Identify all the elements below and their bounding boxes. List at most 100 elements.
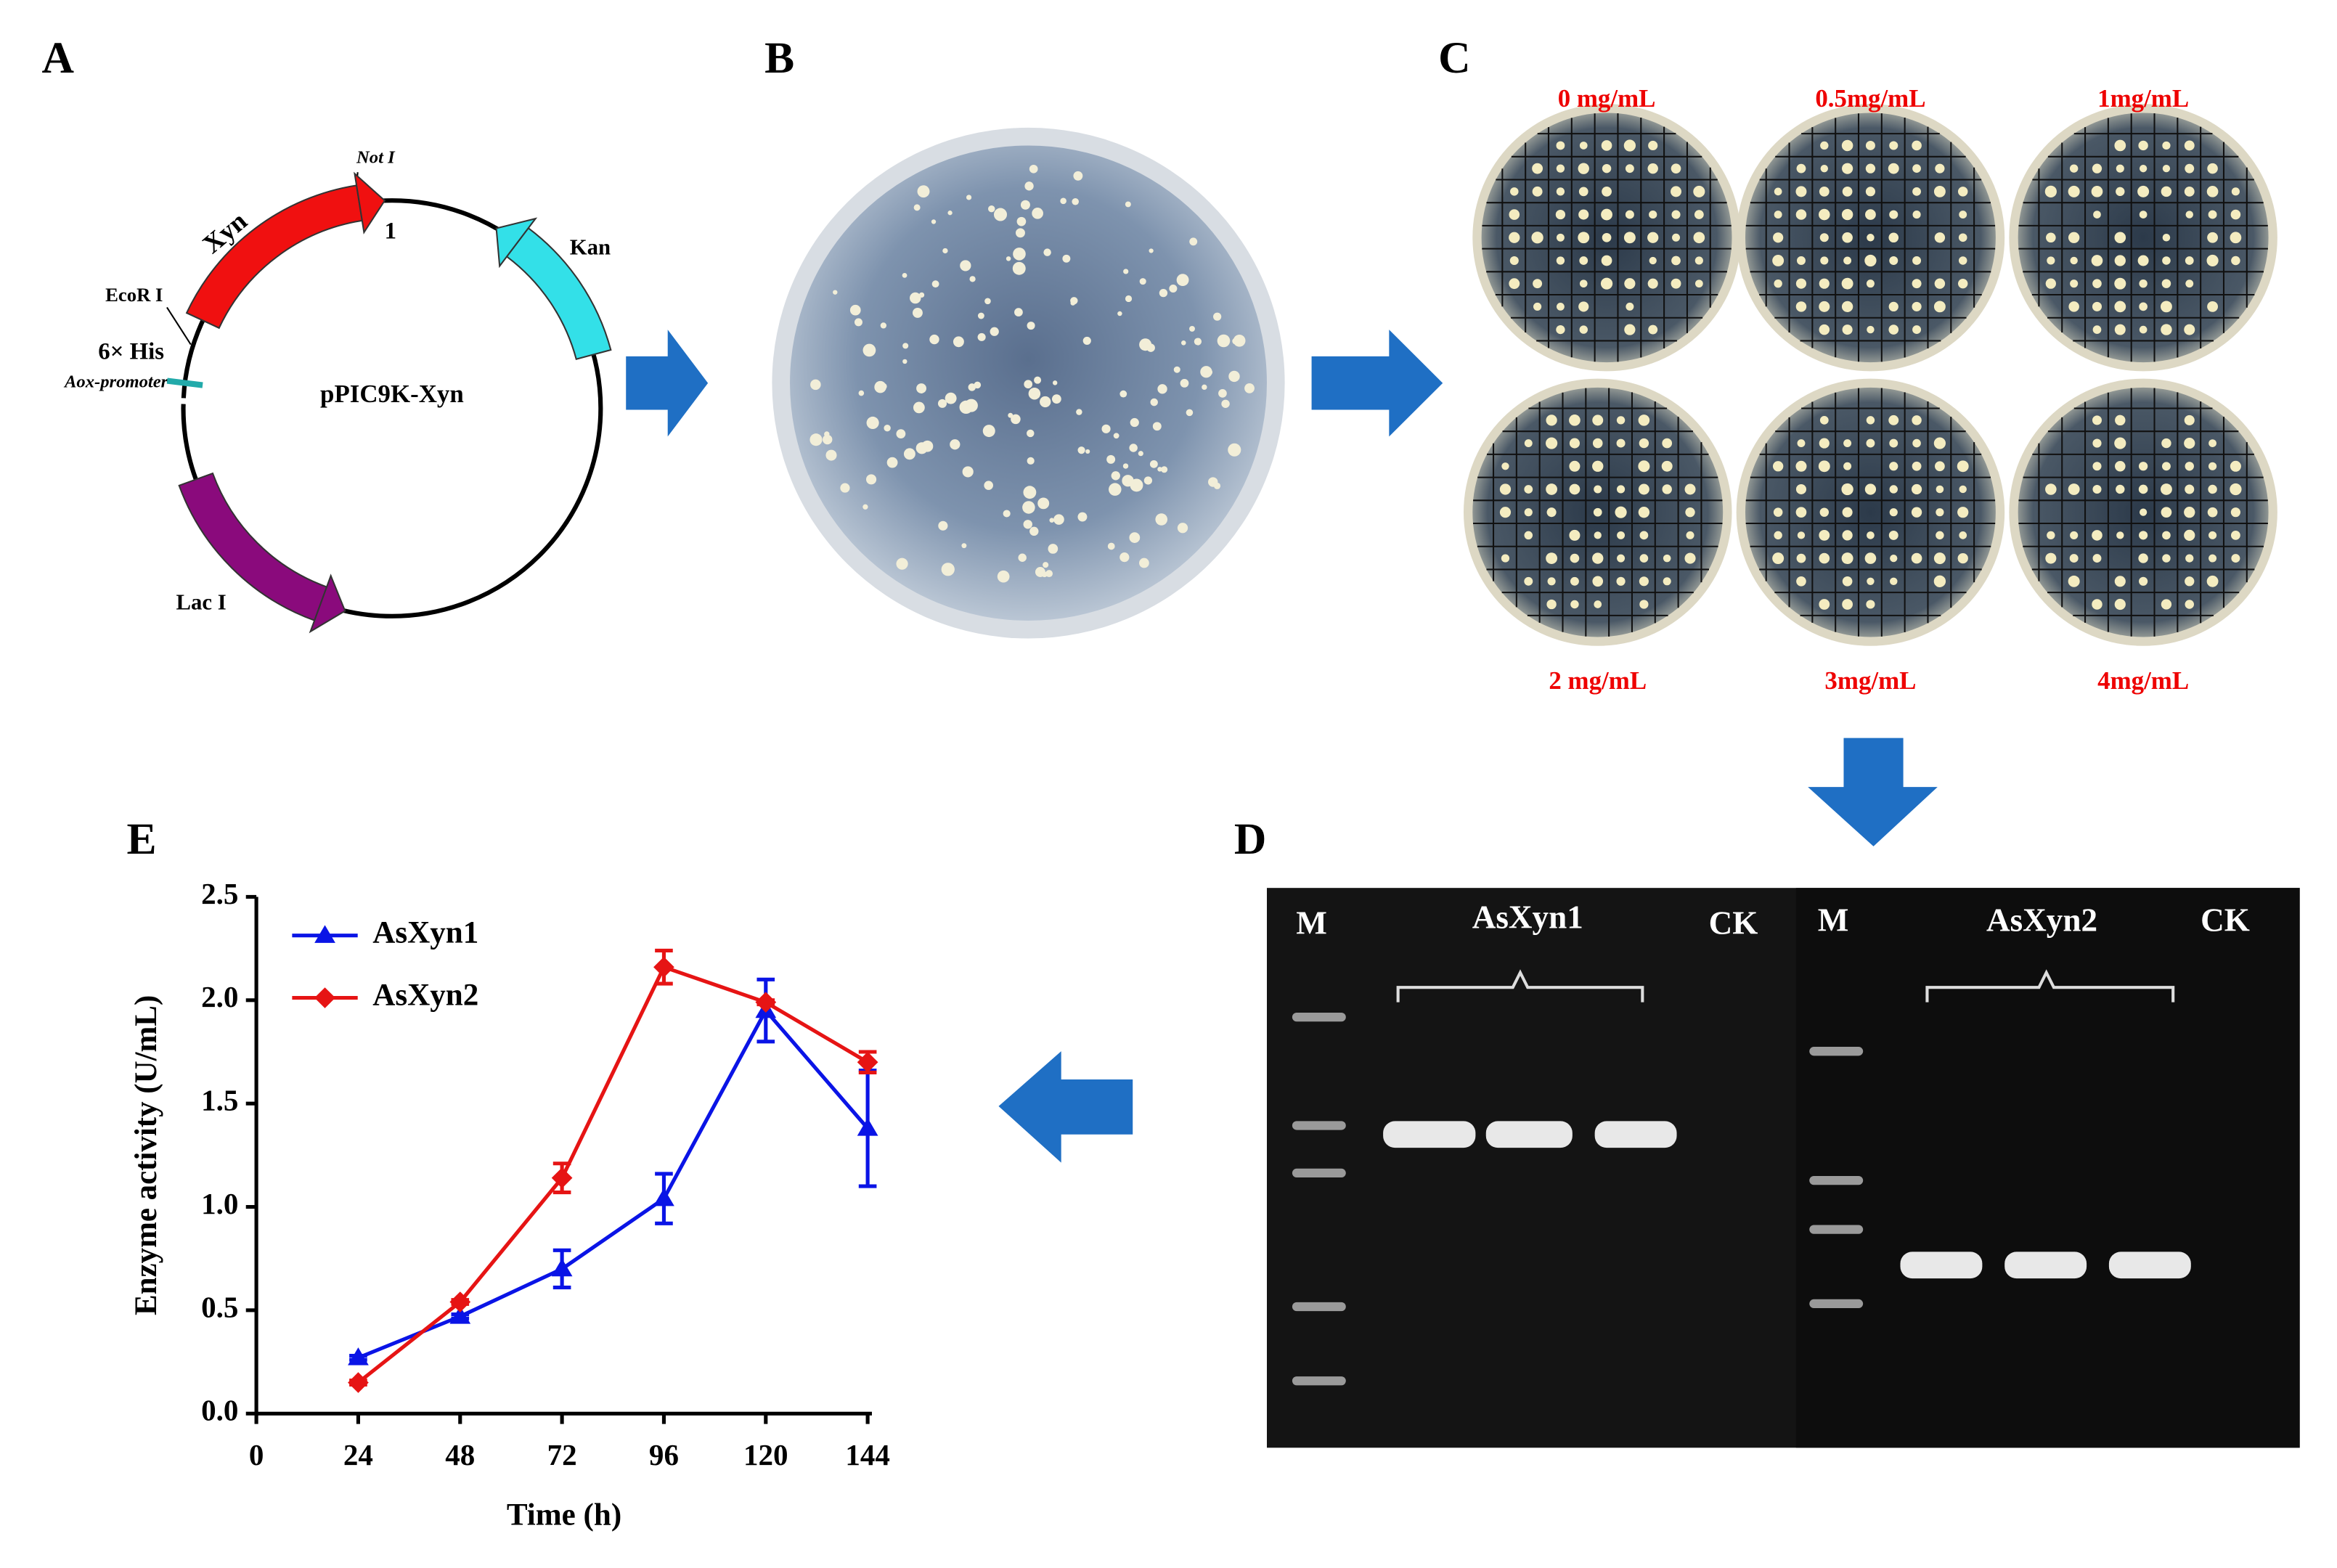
colony bbox=[1934, 232, 1946, 243]
colony bbox=[1524, 485, 1533, 494]
colony bbox=[1672, 233, 1681, 242]
lane-label: M bbox=[1296, 905, 1327, 942]
colony bbox=[1570, 600, 1579, 609]
plasmid-circle bbox=[181, 198, 603, 618]
colony bbox=[1935, 461, 1945, 472]
marker-band bbox=[1292, 1376, 1346, 1386]
colony bbox=[1638, 460, 1650, 473]
colony bbox=[982, 425, 995, 438]
colony bbox=[1022, 501, 1035, 514]
colony bbox=[1888, 301, 1898, 312]
colony bbox=[993, 208, 1008, 221]
colony bbox=[1819, 208, 1830, 221]
colony bbox=[1129, 532, 1141, 543]
x-tick-label: 0 bbox=[249, 1438, 264, 1471]
marker bbox=[449, 1306, 471, 1324]
colony bbox=[942, 248, 948, 254]
colony bbox=[2208, 554, 2217, 563]
colony bbox=[1023, 520, 1032, 529]
colony bbox=[931, 219, 937, 224]
marker bbox=[551, 1167, 573, 1189]
colony bbox=[1194, 338, 1202, 346]
colony bbox=[1008, 412, 1013, 418]
colony bbox=[1671, 163, 1681, 173]
colony bbox=[916, 383, 926, 393]
colony bbox=[937, 399, 947, 408]
colony bbox=[1012, 261, 1026, 275]
colony bbox=[1625, 164, 1634, 173]
colony bbox=[1101, 424, 1111, 433]
colony bbox=[902, 343, 909, 349]
colony bbox=[917, 185, 930, 198]
colony bbox=[1189, 237, 1198, 246]
colony bbox=[1501, 462, 1509, 470]
colony bbox=[1795, 301, 1807, 312]
colony bbox=[2045, 278, 2056, 289]
colony bbox=[1623, 139, 1636, 152]
colony bbox=[1122, 475, 1134, 487]
colony bbox=[2184, 324, 2195, 335]
colony bbox=[1532, 186, 1543, 197]
colony bbox=[1663, 554, 1671, 563]
colony bbox=[1625, 210, 1634, 219]
colony bbox=[1648, 140, 1658, 151]
marker bbox=[314, 987, 335, 1008]
colony bbox=[1933, 301, 1946, 313]
colony bbox=[1774, 211, 1782, 219]
colony bbox=[1795, 483, 1807, 494]
colony bbox=[2185, 462, 2194, 471]
colony bbox=[1070, 297, 1078, 305]
colony bbox=[1795, 186, 1807, 197]
gene-label: Kan bbox=[570, 235, 611, 260]
gel-band bbox=[1485, 1121, 1573, 1148]
colony bbox=[1169, 285, 1178, 293]
colony bbox=[2184, 507, 2195, 518]
colony bbox=[1533, 279, 1543, 289]
colony bbox=[1819, 233, 1829, 242]
colony bbox=[1579, 279, 1588, 287]
colony bbox=[1889, 141, 1898, 150]
colony bbox=[1048, 544, 1059, 554]
colony bbox=[1866, 438, 1875, 448]
panel-label: A bbox=[41, 33, 73, 83]
concentration-label: 1mg/mL bbox=[2097, 84, 2189, 113]
marker-band bbox=[1809, 1299, 1864, 1309]
colony bbox=[2139, 211, 2148, 219]
colony bbox=[1842, 507, 1853, 518]
colony bbox=[1524, 576, 1533, 586]
plasmid-name: pPIC9K-Xyn bbox=[320, 380, 464, 408]
marker bbox=[449, 1291, 471, 1312]
colony bbox=[1186, 409, 1194, 417]
colony bbox=[1796, 576, 1806, 587]
colony bbox=[2208, 484, 2217, 494]
colony bbox=[2092, 325, 2102, 334]
colony bbox=[1602, 186, 1612, 197]
colony bbox=[2047, 531, 2055, 540]
colony bbox=[1663, 577, 1671, 586]
colony bbox=[1864, 552, 1877, 564]
colony bbox=[1177, 523, 1188, 534]
colony bbox=[1867, 531, 1875, 539]
colony bbox=[1957, 187, 1968, 197]
colony bbox=[2115, 461, 2126, 472]
colony bbox=[2162, 141, 2171, 150]
colony bbox=[866, 474, 877, 485]
colony bbox=[840, 483, 850, 493]
colony bbox=[1040, 396, 1051, 408]
colony bbox=[2207, 163, 2218, 174]
plate-grid: 0 mg/mL 0.5mg/mL 1mg/mL 2 mg/mL 3mg/mL 4mg/mL bbox=[1463, 84, 2277, 695]
colony bbox=[2139, 508, 2148, 516]
colony bbox=[2116, 484, 2125, 494]
petri-dish-photo bbox=[772, 127, 1285, 639]
series-line bbox=[357, 1007, 870, 1360]
colony bbox=[2114, 255, 2126, 266]
colony bbox=[1638, 483, 1649, 495]
colony bbox=[1027, 429, 1035, 438]
colony bbox=[1051, 394, 1061, 404]
colony bbox=[2162, 234, 2171, 242]
colony bbox=[1774, 187, 1782, 196]
site-label: Not I bbox=[356, 148, 396, 168]
x-tick-label: 48 bbox=[445, 1438, 475, 1471]
colony bbox=[1865, 140, 1875, 150]
colony bbox=[1820, 141, 1829, 150]
